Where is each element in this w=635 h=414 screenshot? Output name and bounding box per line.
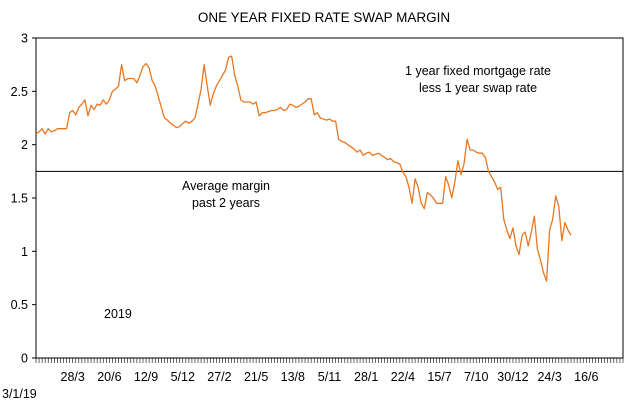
x-tick-label: 20/6 (97, 370, 121, 384)
reference-label-line-2: past 2 years (192, 196, 260, 210)
x-tick-label: 24/3 (537, 370, 561, 384)
x-tick-label: 15/7 (427, 370, 451, 384)
x-tick-label: 22/4 (391, 370, 415, 384)
x-tick-label: 28/3 (61, 370, 85, 384)
y-tick-label: 0.5 (11, 298, 28, 312)
y-tick-label: 0 (21, 352, 28, 366)
reference-label-line-1: Average margin (182, 179, 270, 193)
x-tick-label: 28/1 (354, 370, 378, 384)
x-tick-label: 30/12 (497, 370, 528, 384)
chart-title: ONE YEAR FIXED RATE SWAP MARGIN (198, 10, 450, 25)
x-tick-label: 21/5 (244, 370, 268, 384)
y-tick-label: 1 (21, 245, 28, 259)
x-tick-label: 7/10 (464, 370, 488, 384)
x-axis: 3/1/19 28/3 20/6 12/9 5/12 27/2 21/5 13/8 5/11 28… (2, 358, 624, 401)
y-tick-label: 3 (21, 32, 28, 46)
annotation-line-1: 1 year fixed mortgage rate (405, 64, 551, 78)
x-tick-label: 3/1/19 (2, 387, 37, 401)
annotation-line-2: less 1 year swap rate (419, 81, 537, 95)
y-axis: 0 0.5 1 1.5 2 2.5 3 (11, 32, 36, 366)
x-tick-label: 5/12 (171, 370, 195, 384)
y-tick-label: 2.5 (11, 85, 28, 99)
y-tick-label: 1.5 (11, 192, 28, 206)
x-tick-label: 27/2 (207, 370, 231, 384)
series-line (35, 55, 572, 282)
y-tick-label: 2 (21, 138, 28, 152)
x-tick-label: 5/11 (318, 370, 341, 384)
x-tick-label: 16/6 (574, 370, 598, 384)
x-tick-label: 13/8 (281, 370, 305, 384)
x-tick-label: 12/9 (134, 370, 158, 384)
year-label: 2019 (104, 307, 132, 321)
